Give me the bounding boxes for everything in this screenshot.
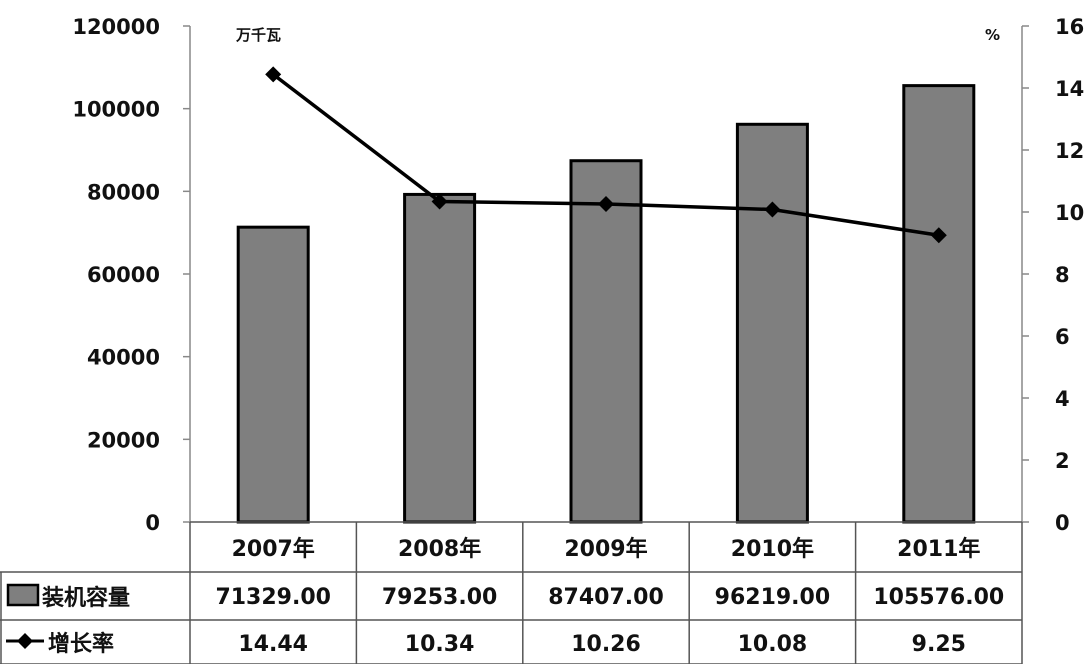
line-point xyxy=(764,201,781,218)
right-axis-tick-label: 0 xyxy=(1055,511,1070,535)
line-point xyxy=(930,227,947,244)
legend-swatch-marker xyxy=(17,633,33,649)
data-label-line: 10.26 xyxy=(571,632,641,657)
legend-label-line: 增长率 xyxy=(48,631,114,657)
right-axis-tick-label: 2 xyxy=(1055,449,1070,473)
data-label-line: 9.25 xyxy=(912,632,966,657)
legend-label-bar: 装机容量 xyxy=(42,585,130,611)
bar xyxy=(569,159,643,524)
bar xyxy=(735,122,809,524)
left-axis-tick-label: 20000 xyxy=(87,428,160,452)
left-axis-tick-label: 60000 xyxy=(87,263,160,287)
legend-swatch-bar xyxy=(6,583,40,607)
line-point xyxy=(431,193,448,210)
right-axis-tick-label: 4 xyxy=(1055,387,1070,411)
x-axis-tick-label: 2008年 xyxy=(398,536,481,562)
x-axis-tick-label: 2010年 xyxy=(731,536,814,562)
data-label-bar: 79253.00 xyxy=(382,585,498,610)
left-axis-tick-label: 0 xyxy=(145,511,160,535)
x-axis-tick-label: 2011年 xyxy=(897,536,980,562)
left-axis-tick-label: 80000 xyxy=(87,180,160,204)
data-label-bar: 96219.00 xyxy=(715,585,831,610)
left-axis-tick-label: 40000 xyxy=(87,346,160,370)
left-axis-unit: 万千瓦 xyxy=(235,26,281,44)
right-axis-tick-label: 16 xyxy=(1055,15,1084,39)
data-label-bar: 71329.00 xyxy=(215,585,331,610)
data-label-bar: 105576.00 xyxy=(873,585,1004,610)
right-axis-unit: % xyxy=(985,26,1000,44)
line-point xyxy=(598,195,614,212)
right-axis-tick-label: 14 xyxy=(1055,77,1084,101)
right-axis-tick-label: 12 xyxy=(1055,139,1084,163)
line-point xyxy=(265,66,282,83)
x-axis-tick-label: 2007年 xyxy=(232,536,315,562)
left-axis-tick-label: 100000 xyxy=(72,98,160,122)
data-label-line: 14.44 xyxy=(238,632,308,657)
data-label-bar: 87407.00 xyxy=(548,585,664,610)
left-axis-tick-label: 120000 xyxy=(72,15,160,39)
x-axis-tick-label: 2009年 xyxy=(564,536,647,562)
data-label-line: 10.08 xyxy=(738,632,808,657)
bar xyxy=(236,225,310,524)
right-axis-tick-label: 6 xyxy=(1055,325,1070,349)
right-axis-tick-label: 8 xyxy=(1055,263,1070,287)
bar xyxy=(403,192,477,524)
right-axis-tick-label: 10 xyxy=(1055,201,1084,225)
bar xyxy=(902,84,976,524)
data-label-line: 10.34 xyxy=(405,632,475,657)
